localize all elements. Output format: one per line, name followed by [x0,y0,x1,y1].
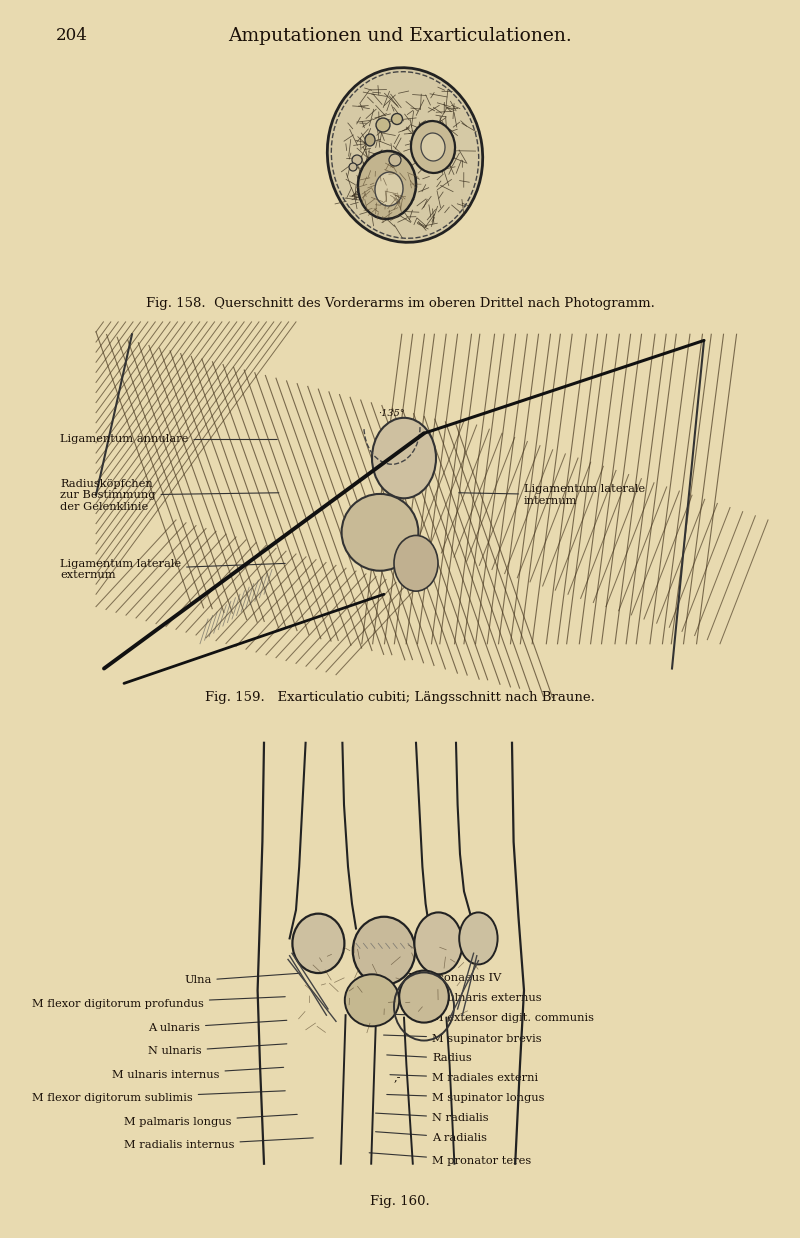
Ellipse shape [391,114,402,125]
Text: ·135°: ·135° [378,410,406,418]
Text: ,-: ,- [394,1073,402,1083]
Text: Fig. 160.: Fig. 160. [370,1195,430,1208]
Ellipse shape [358,151,416,219]
Ellipse shape [376,118,390,132]
Text: Ligamentum annulare: Ligamentum annulare [60,435,278,444]
Text: M radialis internus: M radialis internus [124,1138,314,1150]
Ellipse shape [327,68,482,243]
Ellipse shape [414,912,462,974]
Text: M extensor digit. communis: M extensor digit. communis [380,1013,594,1023]
Text: M pronator teres: M pronator teres [369,1153,531,1166]
Text: M flexor digitorum sublimis: M flexor digitorum sublimis [32,1091,286,1103]
Text: Amputationen und Exarticulationen.: Amputationen und Exarticulationen. [228,27,572,46]
Text: M palmaris longus: M palmaris longus [124,1114,298,1127]
Ellipse shape [353,916,415,985]
Text: Fig. 159.   Exarticulatio cubiti; Längsschnitt nach Braune.: Fig. 159. Exarticulatio cubiti; Längssch… [205,691,595,704]
Circle shape [352,155,362,165]
Circle shape [342,494,418,571]
Text: Radiusköpfchen
zur Bestimmung
der Gelenklinie: Radiusköpfchen zur Bestimmung der Gelenk… [60,479,279,511]
Text: M ulnaris externus: M ulnaris externus [377,993,542,1003]
Ellipse shape [372,417,436,498]
Ellipse shape [375,172,403,206]
Text: M supinator brevis: M supinator brevis [383,1034,542,1044]
Text: M flexor digitorum profundus: M flexor digitorum profundus [32,997,286,1009]
Text: N radialis: N radialis [375,1113,489,1123]
Ellipse shape [459,912,498,964]
Text: M radiales externi: M radiales externi [390,1073,538,1083]
Ellipse shape [345,974,399,1026]
Text: M anconaeus IV: M anconaeus IV [372,973,502,983]
Ellipse shape [394,535,438,591]
Text: M supinator longus: M supinator longus [386,1093,545,1103]
Ellipse shape [365,134,375,146]
Text: Ligamentum laterale
internum: Ligamentum laterale internum [458,484,645,506]
Text: Radius: Radius [386,1054,472,1063]
Text: A ulnaris: A ulnaris [148,1020,287,1032]
Text: Ligamentum laterale
externum: Ligamentum laterale externum [60,558,286,581]
Text: N ulnaris: N ulnaris [148,1044,287,1056]
Ellipse shape [411,121,455,173]
Ellipse shape [399,971,449,1023]
Ellipse shape [421,132,445,161]
Circle shape [349,163,357,171]
Circle shape [389,154,401,166]
Text: Ulna: Ulna [184,973,300,985]
Ellipse shape [293,914,345,973]
Text: A radialis: A radialis [375,1132,487,1143]
Text: 204: 204 [56,27,88,45]
Text: Fig. 158.  Querschnitt des Vorderarms im oberen Drittel nach Photogramm.: Fig. 158. Querschnitt des Vorderarms im … [146,297,654,311]
Text: M ulnaris internus: M ulnaris internus [112,1067,284,1080]
